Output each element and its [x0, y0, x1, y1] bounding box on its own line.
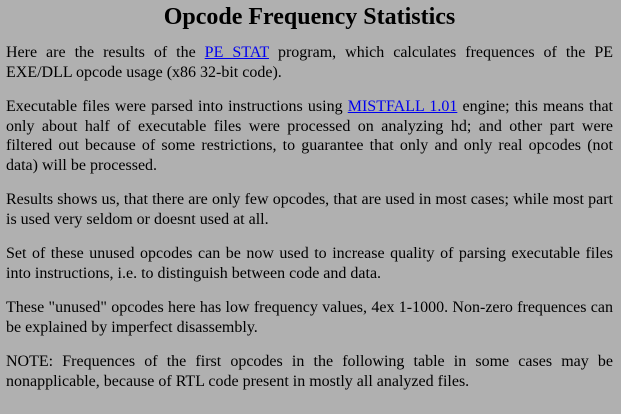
results-paragraph: Results shows us, that there are only fe… [6, 191, 613, 228]
parsing-text-after: engine; this means that only about half … [6, 98, 613, 174]
intro-text-before: Here are the results of the [6, 44, 205, 61]
parsing-text-before: Executable files were parsed into instru… [6, 98, 348, 115]
page-title: Opcode Frequency Statistics [163, 4, 456, 30]
pe-stat-link[interactable]: PE STAT [204, 44, 269, 61]
document-page: Opcode Frequency Statistics Here are the… [0, 5, 621, 391]
low-frequency-paragraph: These "unused" opcodes here has low freq… [6, 299, 613, 336]
mistfall-link[interactable]: MISTFALL 1.01 [347, 98, 458, 115]
note-paragraph: NOTE: Frequences of the first opcodes in… [6, 353, 613, 390]
parsing-paragraph: Executable files were parsed into instru… [6, 97, 613, 175]
unused-opcodes-paragraph: Set of these unused opcodes can be now u… [6, 245, 613, 282]
intro-paragraph: Here are the results of the PE STAT prog… [6, 43, 613, 82]
intro-text-after: program, which calculates frequences of … [6, 44, 614, 81]
